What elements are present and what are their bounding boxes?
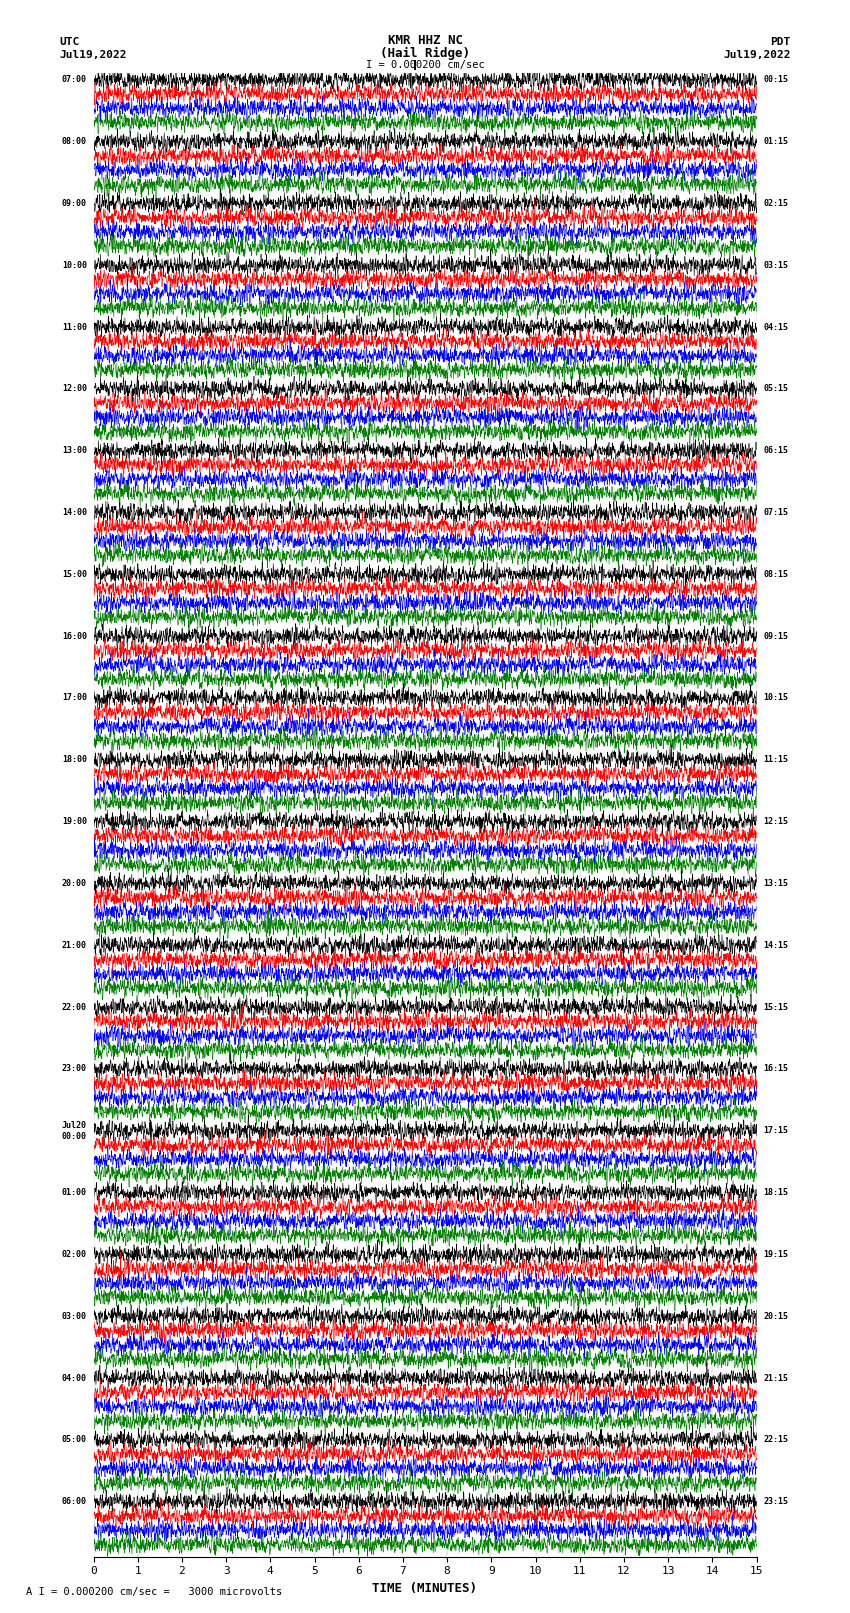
Text: 23:00: 23:00 xyxy=(62,1065,87,1074)
Text: 04:15: 04:15 xyxy=(763,323,788,332)
Text: UTC: UTC xyxy=(60,37,80,47)
Text: 05:00: 05:00 xyxy=(62,1436,87,1445)
Text: 19:15: 19:15 xyxy=(763,1250,788,1260)
X-axis label: TIME (MINUTES): TIME (MINUTES) xyxy=(372,1582,478,1595)
Text: 13:00: 13:00 xyxy=(62,447,87,455)
Text: 21:00: 21:00 xyxy=(62,940,87,950)
Text: 16:00: 16:00 xyxy=(62,632,87,640)
Text: 14:15: 14:15 xyxy=(763,940,788,950)
Text: 09:00: 09:00 xyxy=(62,198,87,208)
Text: 20:15: 20:15 xyxy=(763,1311,788,1321)
Text: 03:00: 03:00 xyxy=(62,1311,87,1321)
Text: 08:15: 08:15 xyxy=(763,569,788,579)
Text: PDT: PDT xyxy=(770,37,790,47)
Text: 15:15: 15:15 xyxy=(763,1003,788,1011)
Text: 16:15: 16:15 xyxy=(763,1065,788,1074)
Text: KMR HHZ NC: KMR HHZ NC xyxy=(388,34,462,47)
Text: 13:15: 13:15 xyxy=(763,879,788,889)
Text: 05:15: 05:15 xyxy=(763,384,788,394)
Text: 19:00: 19:00 xyxy=(62,818,87,826)
Text: 17:15: 17:15 xyxy=(763,1126,788,1136)
Text: 02:15: 02:15 xyxy=(763,198,788,208)
Text: 07:15: 07:15 xyxy=(763,508,788,518)
Text: 22:00: 22:00 xyxy=(62,1003,87,1011)
Text: I = 0.000200 cm/sec: I = 0.000200 cm/sec xyxy=(366,60,484,69)
Text: 11:15: 11:15 xyxy=(763,755,788,765)
Text: 03:15: 03:15 xyxy=(763,261,788,269)
Text: 08:00: 08:00 xyxy=(62,137,87,147)
Text: 02:00: 02:00 xyxy=(62,1250,87,1260)
Text: 04:00: 04:00 xyxy=(62,1374,87,1382)
Text: 18:00: 18:00 xyxy=(62,755,87,765)
Text: 09:15: 09:15 xyxy=(763,632,788,640)
Text: 10:15: 10:15 xyxy=(763,694,788,703)
Text: 07:00: 07:00 xyxy=(62,76,87,84)
Text: 10:00: 10:00 xyxy=(62,261,87,269)
Text: 01:00: 01:00 xyxy=(62,1189,87,1197)
Text: 06:15: 06:15 xyxy=(763,447,788,455)
Text: 14:00: 14:00 xyxy=(62,508,87,518)
Text: Jul19,2022: Jul19,2022 xyxy=(723,50,791,60)
Text: 00:15: 00:15 xyxy=(763,76,788,84)
Text: 12:00: 12:00 xyxy=(62,384,87,394)
Text: 17:00: 17:00 xyxy=(62,694,87,703)
Text: 15:00: 15:00 xyxy=(62,569,87,579)
Text: 12:15: 12:15 xyxy=(763,818,788,826)
Text: Jul20
00:00: Jul20 00:00 xyxy=(62,1121,87,1140)
Text: 01:15: 01:15 xyxy=(763,137,788,147)
Text: A I = 0.000200 cm/sec =   3000 microvolts: A I = 0.000200 cm/sec = 3000 microvolts xyxy=(26,1587,281,1597)
Text: 23:15: 23:15 xyxy=(763,1497,788,1507)
Text: 18:15: 18:15 xyxy=(763,1189,788,1197)
Text: (Hail Ridge): (Hail Ridge) xyxy=(380,47,470,60)
Text: 20:00: 20:00 xyxy=(62,879,87,889)
Text: 11:00: 11:00 xyxy=(62,323,87,332)
Text: Jul19,2022: Jul19,2022 xyxy=(60,50,127,60)
Text: 06:00: 06:00 xyxy=(62,1497,87,1507)
Text: 21:15: 21:15 xyxy=(763,1374,788,1382)
Text: 22:15: 22:15 xyxy=(763,1436,788,1445)
